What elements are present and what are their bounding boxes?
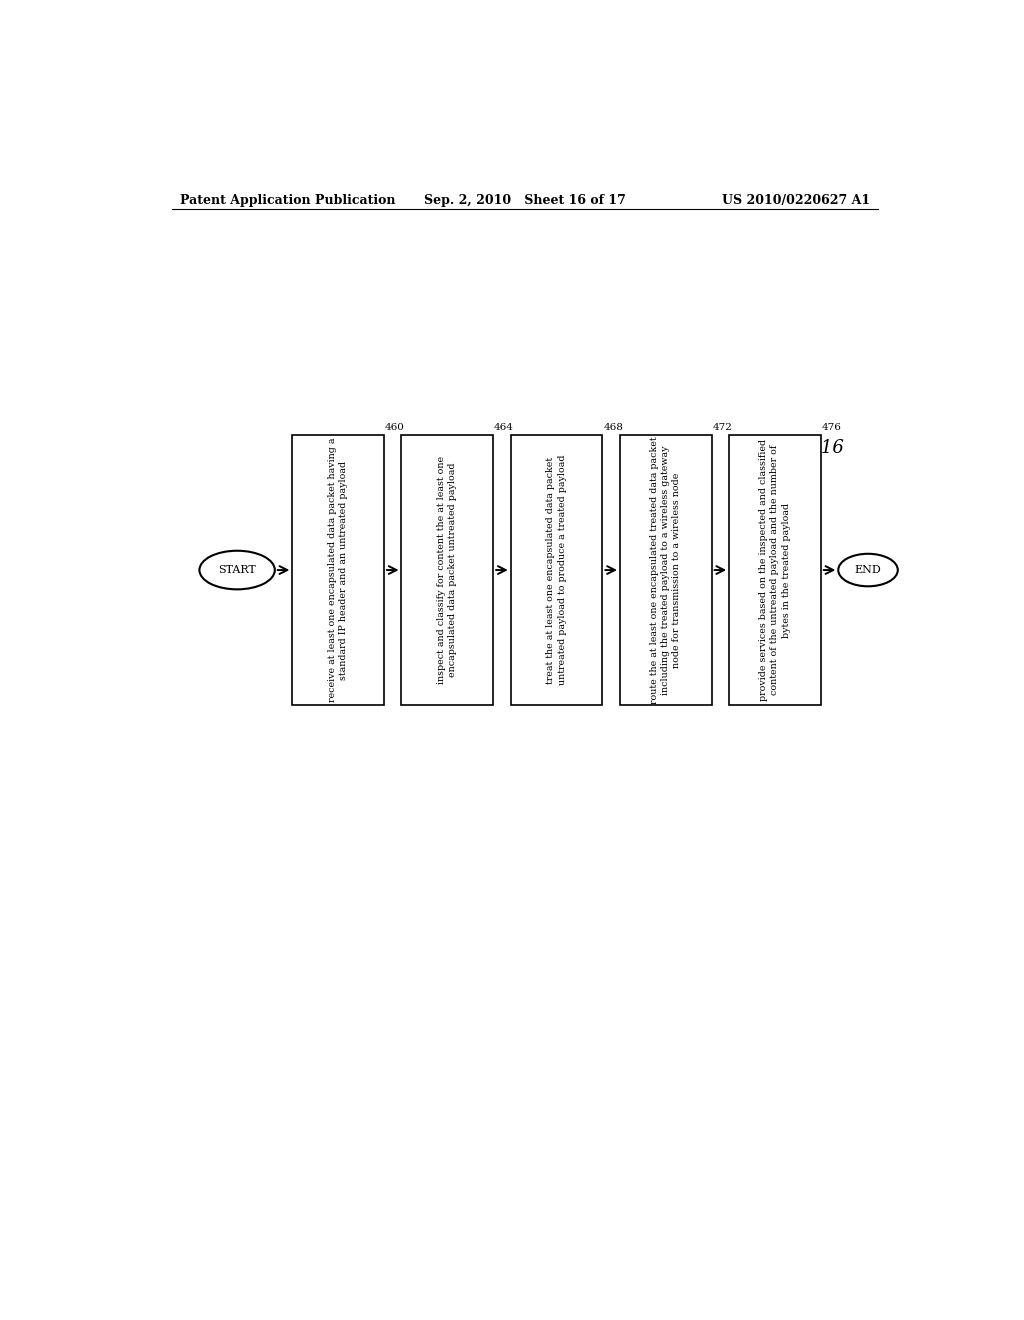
Text: treat the at least one encapsulated data packet
untreated payload to produce a t: treat the at least one encapsulated data… [547, 455, 566, 685]
Bar [511, 436, 602, 705]
Text: 460: 460 [385, 424, 404, 432]
Bar [620, 436, 712, 705]
Text: inspect and classify for content the at least one
encapsulated data packet untre: inspect and classify for content the at … [437, 455, 458, 684]
Bar [729, 436, 821, 705]
Text: 472: 472 [713, 424, 732, 432]
Bar [401, 436, 494, 705]
Ellipse shape [200, 550, 274, 589]
Text: provide services based on the inspected and classified
content of the untreated : provide services based on the inspected … [760, 440, 791, 701]
Text: Sep. 2, 2010   Sheet 16 of 17: Sep. 2, 2010 Sheet 16 of 17 [424, 194, 626, 206]
Text: US 2010/0220627 A1: US 2010/0220627 A1 [722, 194, 870, 206]
Text: FIG. 16: FIG. 16 [776, 440, 845, 457]
Text: Patent Application Publication: Patent Application Publication [179, 194, 395, 206]
Text: 464: 464 [494, 424, 514, 432]
Text: 468: 468 [603, 424, 623, 432]
Ellipse shape [839, 554, 898, 586]
Text: START: START [218, 565, 256, 576]
Text: 476: 476 [821, 424, 842, 432]
Bar [292, 436, 384, 705]
Text: receive at least one encapsulated data packet having a
standard IP header and an: receive at least one encapsulated data p… [328, 438, 348, 702]
Text: END: END [855, 565, 882, 576]
Text: route the at least one encapsulated treated data packet
including the treated pa: route the at least one encapsulated trea… [650, 436, 681, 704]
